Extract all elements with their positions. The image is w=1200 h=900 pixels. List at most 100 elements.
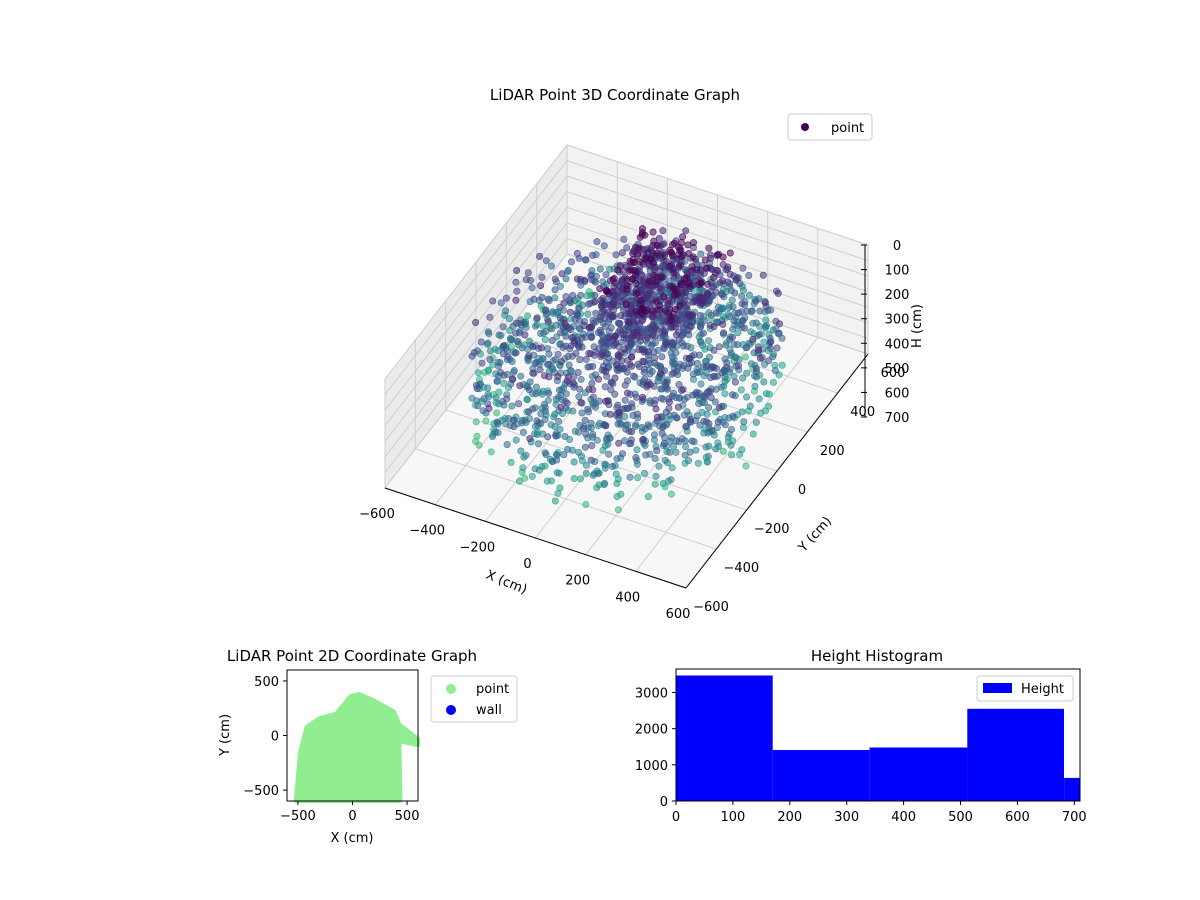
y-tick-label-histogram: 2000 [635, 723, 668, 738]
point-3d [659, 479, 667, 487]
point-3d [687, 418, 695, 426]
point-3d [727, 441, 735, 449]
point-3d [661, 327, 669, 335]
point-3d [566, 308, 574, 316]
point-3d [778, 334, 786, 342]
point-3d [492, 394, 500, 402]
point-3d [474, 402, 482, 410]
point-3d [575, 393, 583, 401]
point-3d [769, 378, 777, 386]
x-tick-label-histogram: 600 [1005, 810, 1030, 825]
legend-3d-label: point [831, 121, 864, 136]
point-3d [529, 369, 537, 377]
point-3d [693, 359, 701, 367]
point-3d [665, 398, 673, 406]
height-histogram: Height Histogram 0 100 200 300 400 500 600 7000… [635, 647, 1087, 825]
point-3d [699, 363, 707, 371]
point-3d [658, 429, 666, 437]
y-tick-label-histogram: 1000 [635, 759, 668, 774]
point-3d [666, 448, 674, 456]
grid-line-z [384, 175, 869, 411]
point-3d [623, 389, 631, 397]
point-3d [608, 313, 616, 321]
x-tick-label-histogram: 300 [834, 810, 859, 825]
point-3d [632, 454, 640, 462]
point-3d [474, 369, 482, 377]
point-3d [661, 251, 669, 259]
point-3d [484, 328, 492, 336]
z-tick-label-3d: 700 [885, 411, 910, 426]
point-3d [710, 323, 718, 331]
point-3d [582, 430, 590, 438]
point-3d [715, 343, 723, 351]
point-3d [746, 402, 754, 410]
point-3d [680, 395, 688, 403]
point-3d [491, 428, 499, 436]
point-3d [710, 346, 718, 354]
point-3d [618, 357, 626, 365]
point-3d [584, 310, 592, 318]
point-3d [739, 286, 747, 294]
point-3d [748, 307, 756, 315]
point-3d [576, 356, 584, 364]
point-3d [667, 476, 675, 484]
point-3d [612, 339, 620, 347]
point-3d [551, 356, 559, 364]
point-3d [756, 307, 764, 315]
legend-2d-point-marker [446, 684, 456, 694]
point-3d [657, 394, 665, 402]
point-3d [760, 378, 768, 386]
point-3d [705, 353, 713, 361]
point-3d [652, 472, 660, 480]
point-3d [614, 266, 622, 274]
point-3d [582, 461, 590, 469]
x-tick-label-3d: −400 [409, 524, 445, 539]
point-3d [673, 290, 681, 298]
point-3d [487, 448, 495, 456]
point-3d [591, 291, 599, 299]
point-3d [633, 446, 641, 454]
point-3d [499, 379, 507, 387]
point-3d [652, 297, 660, 305]
point-3d [582, 469, 590, 477]
point-3d [575, 428, 583, 436]
x-axis-line-3d [384, 487, 687, 589]
histogram-bar [772, 750, 870, 801]
point-3d [679, 233, 687, 241]
point-3d [598, 351, 606, 359]
point-3d [672, 331, 680, 339]
point-3d [507, 336, 515, 344]
point-3d [729, 325, 737, 333]
point-3d [512, 436, 520, 444]
point-3d [693, 368, 701, 376]
point-3d [499, 350, 507, 358]
point-3d [640, 469, 648, 477]
point-3d [761, 299, 769, 307]
point-3d [695, 351, 703, 359]
point-3d [745, 291, 753, 299]
point-3d [652, 405, 660, 413]
point-3d [509, 416, 517, 424]
point-3d [478, 359, 486, 367]
point-3d [725, 304, 733, 312]
point-3d [541, 336, 549, 344]
point-3d [554, 373, 562, 381]
x-tick-label-2d: −500 [280, 809, 316, 824]
point-3d [512, 349, 520, 357]
point-3d [654, 284, 662, 292]
point-3d [569, 379, 577, 387]
point-3d [742, 462, 750, 470]
point-3d [734, 341, 742, 349]
point-3d [532, 390, 540, 398]
point-3d [544, 360, 552, 368]
point-3d [536, 366, 544, 374]
point-3d [623, 244, 631, 252]
point-3d [577, 399, 585, 407]
point-3d [589, 316, 597, 324]
point-3d [678, 435, 686, 443]
point-3d [522, 418, 530, 426]
histogram-title: Height Histogram [811, 647, 943, 665]
point-3d [722, 341, 730, 349]
point-3d [651, 396, 659, 404]
point-3d [538, 273, 546, 281]
